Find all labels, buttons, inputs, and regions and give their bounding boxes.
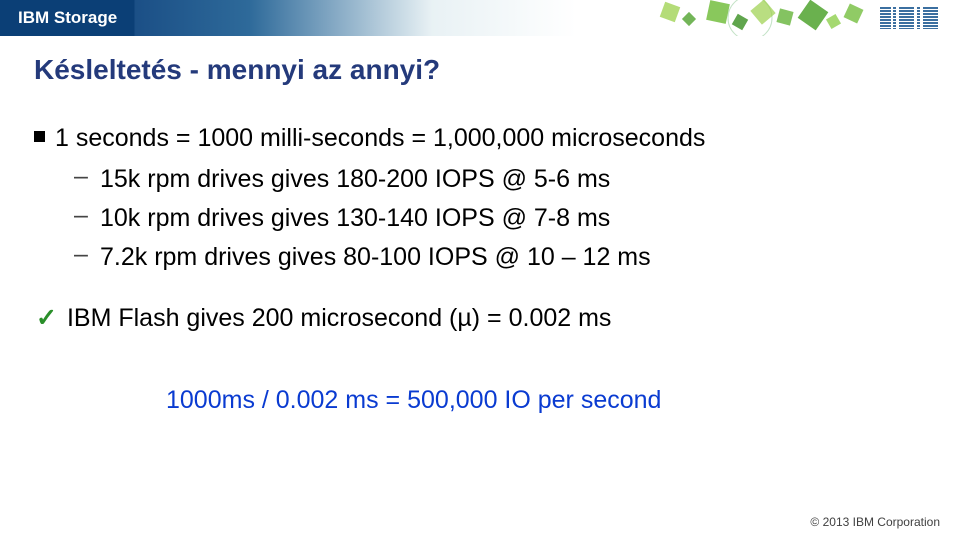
calculation-line: 1000ms / 0.002 ms = 500,000 IO per secon… [166, 386, 914, 415]
lead-text: 1 seconds = 1000 milli-seconds = 1,000,0… [55, 122, 705, 154]
header-right [880, 0, 938, 36]
slide: IBM Storage Késlel [0, 0, 960, 535]
dash-icon: – [74, 238, 88, 270]
title-block: Késleltetés - mennyi az annyi? [34, 54, 440, 86]
check-line: ✓ IBM Flash gives 200 microsecond (µ) = … [36, 302, 914, 334]
sub-item-text: 15k rpm drives gives 180-200 IOPS @ 5-6 … [100, 160, 610, 199]
sub-list: –15k rpm drives gives 180-200 IOPS @ 5-6… [74, 160, 914, 276]
sub-item-text: 10k rpm drives gives 130-140 IOPS @ 7-8 … [100, 199, 610, 238]
ibm-logo-icon [880, 7, 938, 29]
dash-icon: – [74, 160, 88, 192]
lead-line: 1 seconds = 1000 milli-seconds = 1,000,0… [34, 122, 914, 154]
checkmark-icon: ✓ [36, 302, 57, 334]
sub-item: –10k rpm drives gives 130-140 IOPS @ 7-8… [74, 199, 914, 238]
page-title: Késleltetés - mennyi az annyi? [34, 54, 440, 86]
header-art-icon [650, 0, 870, 36]
sub-item: –7.2k rpm drives gives 80-100 IOPS @ 10 … [74, 238, 914, 277]
dash-icon: – [74, 199, 88, 231]
bullet-square-icon [34, 131, 45, 142]
check-text: IBM Flash gives 200 microsecond (µ) = 0.… [67, 302, 611, 334]
content-body: 1 seconds = 1000 milli-seconds = 1,000,0… [34, 122, 914, 415]
copyright-footer: © 2013 IBM Corporation [810, 515, 940, 529]
header-brand: IBM Storage [18, 8, 117, 28]
sub-item: –15k rpm drives gives 180-200 IOPS @ 5-6… [74, 160, 914, 199]
header-bar: IBM Storage [0, 0, 960, 36]
sub-item-text: 7.2k rpm drives gives 80-100 IOPS @ 10 –… [100, 238, 651, 277]
